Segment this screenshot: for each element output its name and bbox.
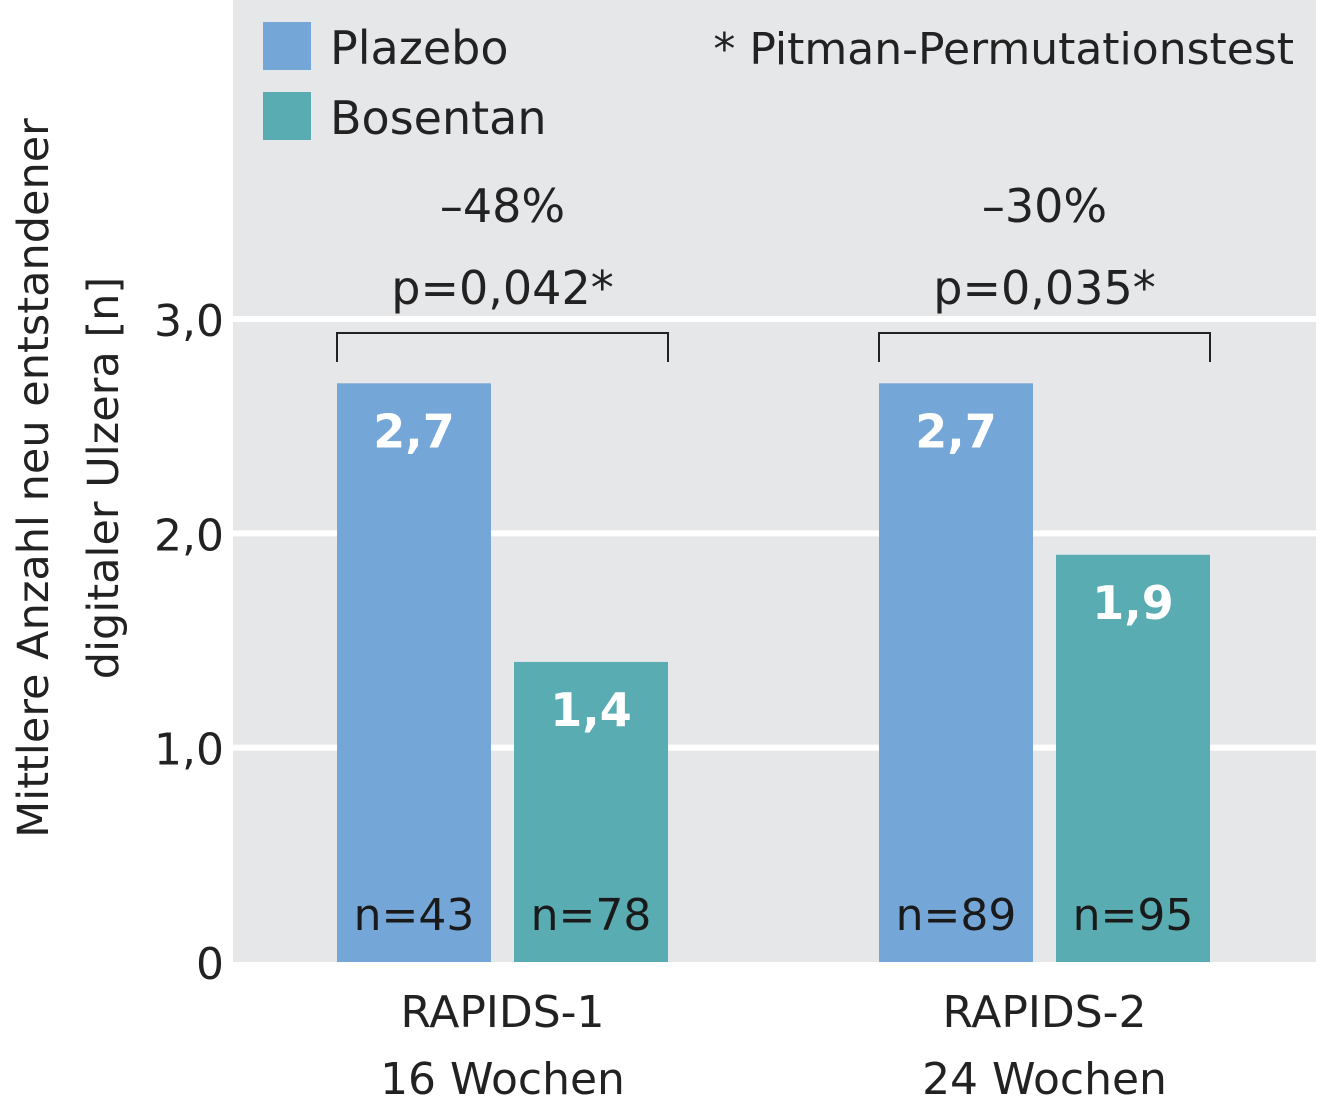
bar-value-label: 2,7 [915, 404, 997, 458]
bar-n-label: n=89 [896, 890, 1017, 941]
bar-plazebo-2 [879, 383, 1033, 962]
comparison-bracket [336, 332, 669, 362]
percent-change-label: –48% [440, 179, 565, 233]
p-value-label: p=0,042* [391, 261, 613, 315]
y-tick-label: 2,0 [154, 510, 224, 561]
bar-value-label: 1,9 [1092, 576, 1174, 630]
category-label-line2: 16 Wochen [380, 1054, 625, 1100]
bar-n-label: n=78 [531, 890, 652, 941]
category-label-line1: RAPIDS-2 [942, 987, 1146, 1038]
bars [337, 383, 1210, 962]
legend-swatch-plazebo [263, 22, 311, 70]
bar-value-label: 1,4 [550, 683, 632, 737]
category-label-line2: 24 Wochen [922, 1054, 1167, 1100]
y-axis-label-line: Mittlere Anzahl neu entstandener [9, 118, 59, 838]
bar-bosentan-1 [514, 661, 668, 962]
bar-n-label: n=43 [354, 890, 475, 941]
text-layer: 0 1,0 2,0 3,0 Mittlere Anzahl neu entstanden… [9, 21, 1294, 1100]
legend-swatch-bosentan [263, 92, 311, 140]
legend-label: Plazebo [330, 21, 509, 75]
legend-label: Bosentan [330, 91, 547, 145]
p-value-label: p=0,035* [933, 261, 1155, 315]
category-label-line1: RAPIDS-1 [400, 987, 604, 1038]
percent-change-label: –30% [982, 179, 1107, 233]
y-tick-label: 1,0 [154, 725, 224, 776]
bar-plazebo-1 [337, 383, 491, 962]
y-tick-label: 3,0 [154, 296, 224, 347]
y-tick-label: 0 [196, 939, 224, 990]
footnote-label: * Pitman-Permutationstest [713, 24, 1294, 75]
bar-value-label: 2,7 [373, 404, 455, 458]
bar-n-label: n=95 [1073, 890, 1194, 941]
comparison-brackets [336, 332, 1211, 362]
y-axis-label-line: digitaler Ulzera [n] [79, 277, 129, 679]
comparison-bracket [878, 332, 1211, 362]
bar-bosentan-2 [1056, 554, 1210, 962]
